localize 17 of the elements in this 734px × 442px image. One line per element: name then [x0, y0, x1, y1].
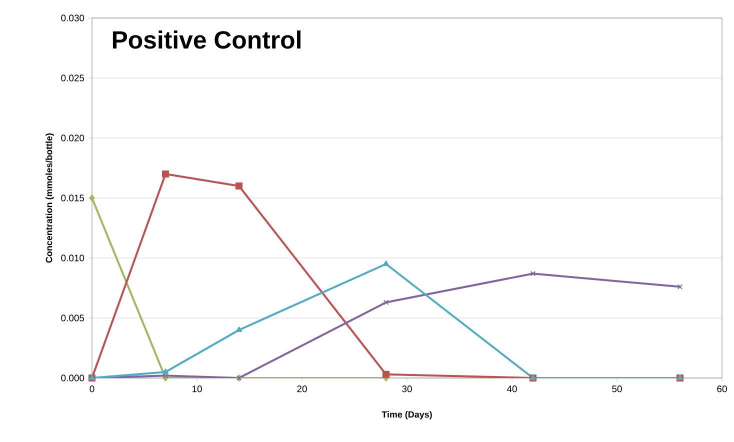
x-tick-label: 40 — [506, 386, 517, 392]
y-axis-title: Concentration (mmoles/bottle) — [46, 133, 54, 263]
x-tick-label: 20 — [297, 386, 307, 392]
x-axis-title: Time (Days) — [382, 411, 432, 420]
x-tick-label: 0 — [90, 386, 94, 392]
y-tick-label: 0.020 — [61, 134, 84, 142]
y-tick-label: 0.010 — [61, 254, 84, 262]
y-tick-label: 0.015 — [61, 194, 84, 202]
x-tick-label: 30 — [402, 386, 412, 392]
x-tick-label: 60 — [717, 386, 727, 392]
y-tick-label: 0.000 — [61, 374, 84, 382]
chart-title: Positive Control — [112, 30, 300, 49]
y-tick-label: 0.030 — [61, 14, 84, 22]
x-tick-label: 10 — [192, 386, 202, 392]
y-tick-label: 0.005 — [61, 314, 84, 322]
x-tick-label: 50 — [612, 386, 622, 392]
y-tick-label: 0.025 — [61, 74, 84, 82]
